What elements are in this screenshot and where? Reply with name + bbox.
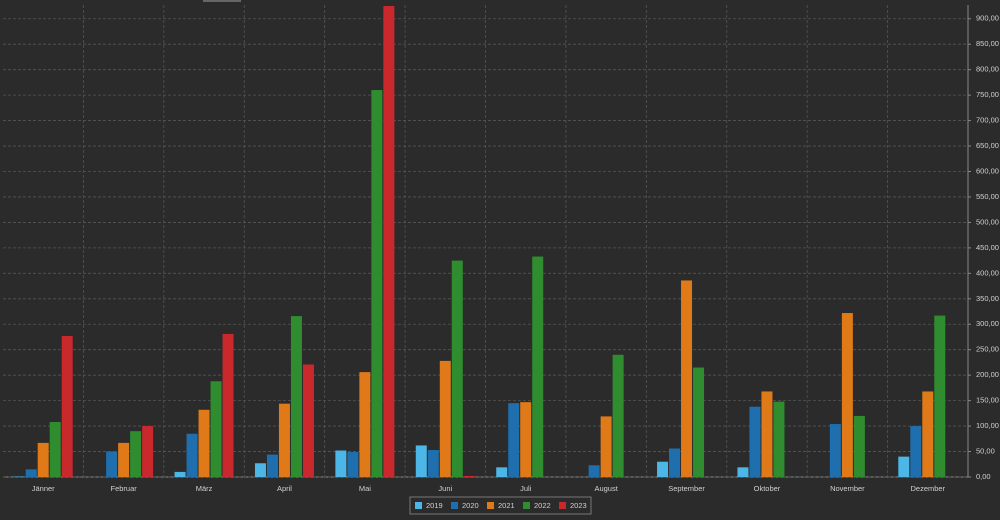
- bar: [496, 467, 508, 477]
- x-tick-label: Dezember: [910, 484, 945, 493]
- y-tick-label: 750,00: [976, 90, 999, 99]
- legend-label: 2020: [462, 501, 479, 510]
- bar: [49, 422, 61, 477]
- y-tick-label: 300,00: [976, 319, 999, 328]
- bar: [210, 381, 222, 477]
- y-tick-label: 350,00: [976, 294, 999, 303]
- x-tick-label: November: [830, 484, 865, 493]
- y-tick-label: 850,00: [976, 39, 999, 48]
- y-tick-label: 150,00: [976, 396, 999, 405]
- y-tick-label: 800,00: [976, 65, 999, 74]
- bar: [278, 403, 290, 477]
- legend-swatch: [523, 502, 530, 509]
- y-tick-label: 200,00: [976, 370, 999, 379]
- bar: [451, 260, 463, 477]
- bar: [693, 367, 705, 477]
- bar: [737, 467, 749, 477]
- bar: [612, 354, 624, 477]
- y-tick-label: 650,00: [976, 141, 999, 150]
- bar: [898, 456, 910, 477]
- bar: [463, 475, 475, 477]
- legend-label: 2023: [570, 501, 587, 510]
- y-tick-label: 250,00: [976, 345, 999, 354]
- bar: [198, 409, 210, 477]
- bar: [174, 471, 186, 477]
- x-tick-label: Juli: [520, 484, 532, 493]
- bar: [290, 316, 302, 477]
- bar: [106, 451, 118, 477]
- bar: [383, 6, 395, 477]
- bar: [532, 256, 544, 477]
- legend-label: 2019: [426, 501, 443, 510]
- bar: [749, 406, 761, 477]
- x-tick-label: Februar: [110, 484, 137, 493]
- legend-swatch: [415, 502, 422, 509]
- bar: [25, 469, 37, 477]
- bar: [302, 364, 314, 477]
- bar: [186, 433, 198, 477]
- y-tick-label: 500,00: [976, 217, 999, 226]
- x-tick-label: August: [594, 484, 618, 493]
- y-tick-label: 550,00: [976, 192, 999, 201]
- y-tick-label: 900,00: [976, 14, 999, 23]
- bar: [222, 333, 234, 477]
- y-tick-label: 100,00: [976, 421, 999, 430]
- bar: [13, 476, 25, 477]
- legend-box: [409, 496, 592, 515]
- tab-indicator: [203, 0, 241, 2]
- bar: [588, 465, 600, 477]
- bar: [130, 431, 142, 477]
- y-tick-label: 50,00: [976, 447, 995, 456]
- x-tick-label: Mai: [359, 484, 371, 493]
- x-tick-label: Oktober: [754, 484, 781, 493]
- bar: [254, 463, 266, 477]
- bar: [359, 372, 371, 477]
- bar: [773, 401, 785, 477]
- x-tick-label: Juni: [438, 484, 452, 493]
- bar: [910, 426, 922, 477]
- bar: [427, 450, 439, 477]
- legend-swatch: [487, 502, 494, 509]
- bar: [761, 391, 773, 477]
- x-tick-label: März: [196, 484, 213, 493]
- bar: [829, 424, 841, 477]
- legend-label: 2021: [498, 501, 515, 510]
- bar: [669, 448, 681, 477]
- x-tick-label: April: [277, 484, 292, 493]
- y-tick-label: 600,00: [976, 166, 999, 175]
- bar: [841, 313, 853, 477]
- legend-label: 2022: [534, 501, 551, 510]
- bar: [657, 461, 669, 477]
- bar: [922, 391, 934, 477]
- bar: [520, 402, 532, 477]
- bar: [266, 454, 278, 477]
- y-tick-label: 0,00: [976, 472, 991, 481]
- bar: [371, 90, 383, 477]
- bar: [335, 450, 347, 477]
- bar: [118, 442, 130, 477]
- bar: [681, 280, 693, 477]
- y-tick-label: 700,00: [976, 116, 999, 125]
- bar: [347, 452, 359, 477]
- bar: [600, 416, 612, 477]
- bar: [415, 445, 427, 477]
- y-tick-label: 450,00: [976, 243, 999, 252]
- x-tick-label: Jänner: [32, 484, 55, 493]
- legend-swatch: [559, 502, 566, 509]
- bar: [37, 442, 49, 477]
- bar: [61, 335, 73, 477]
- bar: [934, 315, 946, 477]
- bar: [853, 415, 865, 477]
- legend-swatch: [451, 502, 458, 509]
- bar: [439, 360, 451, 477]
- x-tick-label: September: [668, 484, 705, 493]
- bar: [142, 426, 154, 477]
- y-tick-label: 400,00: [976, 268, 999, 277]
- bar: [508, 403, 520, 477]
